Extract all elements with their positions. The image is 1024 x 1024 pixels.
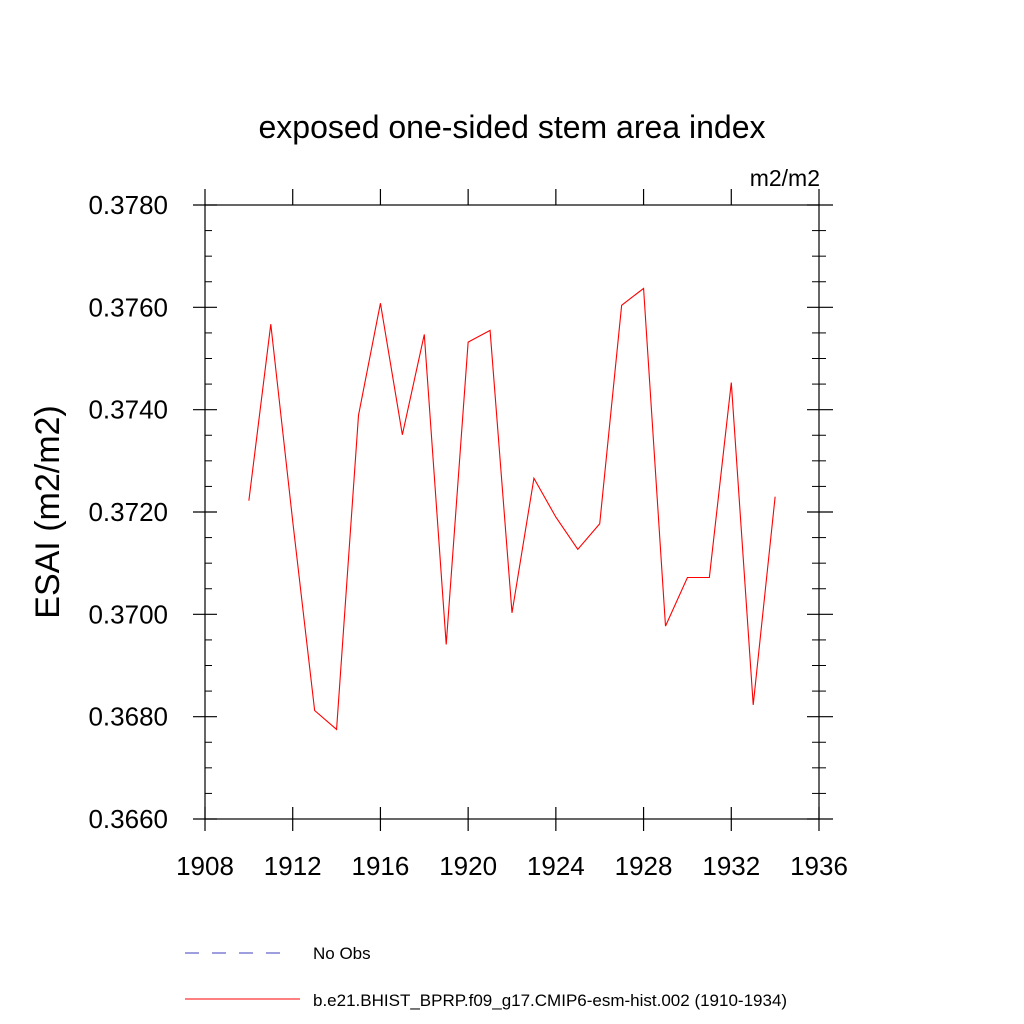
x-tick-label: 1928 <box>615 851 673 881</box>
x-tick-label: 1924 <box>527 851 585 881</box>
y-tick-label: 0.3780 <box>88 190 168 220</box>
x-tick-label: 1908 <box>176 851 234 881</box>
y-tick-label: 0.3700 <box>88 599 168 629</box>
y-tick-label: 0.3740 <box>88 395 168 425</box>
x-axis-ticks: 1908 1912 1916 1920 1924 1928 1932 1936 <box>176 189 848 881</box>
y-tick-label: 0.3680 <box>88 702 168 732</box>
y-tick-label: 0.3720 <box>88 497 168 527</box>
x-tick-label: 1932 <box>702 851 760 881</box>
y-tick-label: 0.3760 <box>88 292 168 322</box>
x-tick-label: 1936 <box>790 851 848 881</box>
legend-label-no-obs: No Obs <box>313 944 371 963</box>
x-tick-label: 1920 <box>439 851 497 881</box>
x-tick-label: 1912 <box>264 851 322 881</box>
x-tick-label: 1916 <box>352 851 410 881</box>
legend-label-model-run: b.e21.BHIST_BPRP.f09_g17.CMIP6-esm-hist.… <box>313 991 787 1010</box>
legend: No Obs b.e21.BHIST_BPRP.f09_g17.CMIP6-es… <box>185 944 787 1010</box>
series-line <box>248 287 776 731</box>
y-tick-label: 0.3660 <box>88 804 168 834</box>
chart-title: exposed one-sided stem area index <box>259 109 766 145</box>
plot-area-frame <box>204 204 820 820</box>
series-layer <box>248 287 776 731</box>
chart-units-label: m2/m2 <box>750 165 820 191</box>
y-axis-label: ESAI (m2/m2) <box>29 405 67 618</box>
y-axis-ticks: 0.3660 0.3680 0.3700 0.3720 0.3740 0.3760 0.37… <box>88 190 833 834</box>
